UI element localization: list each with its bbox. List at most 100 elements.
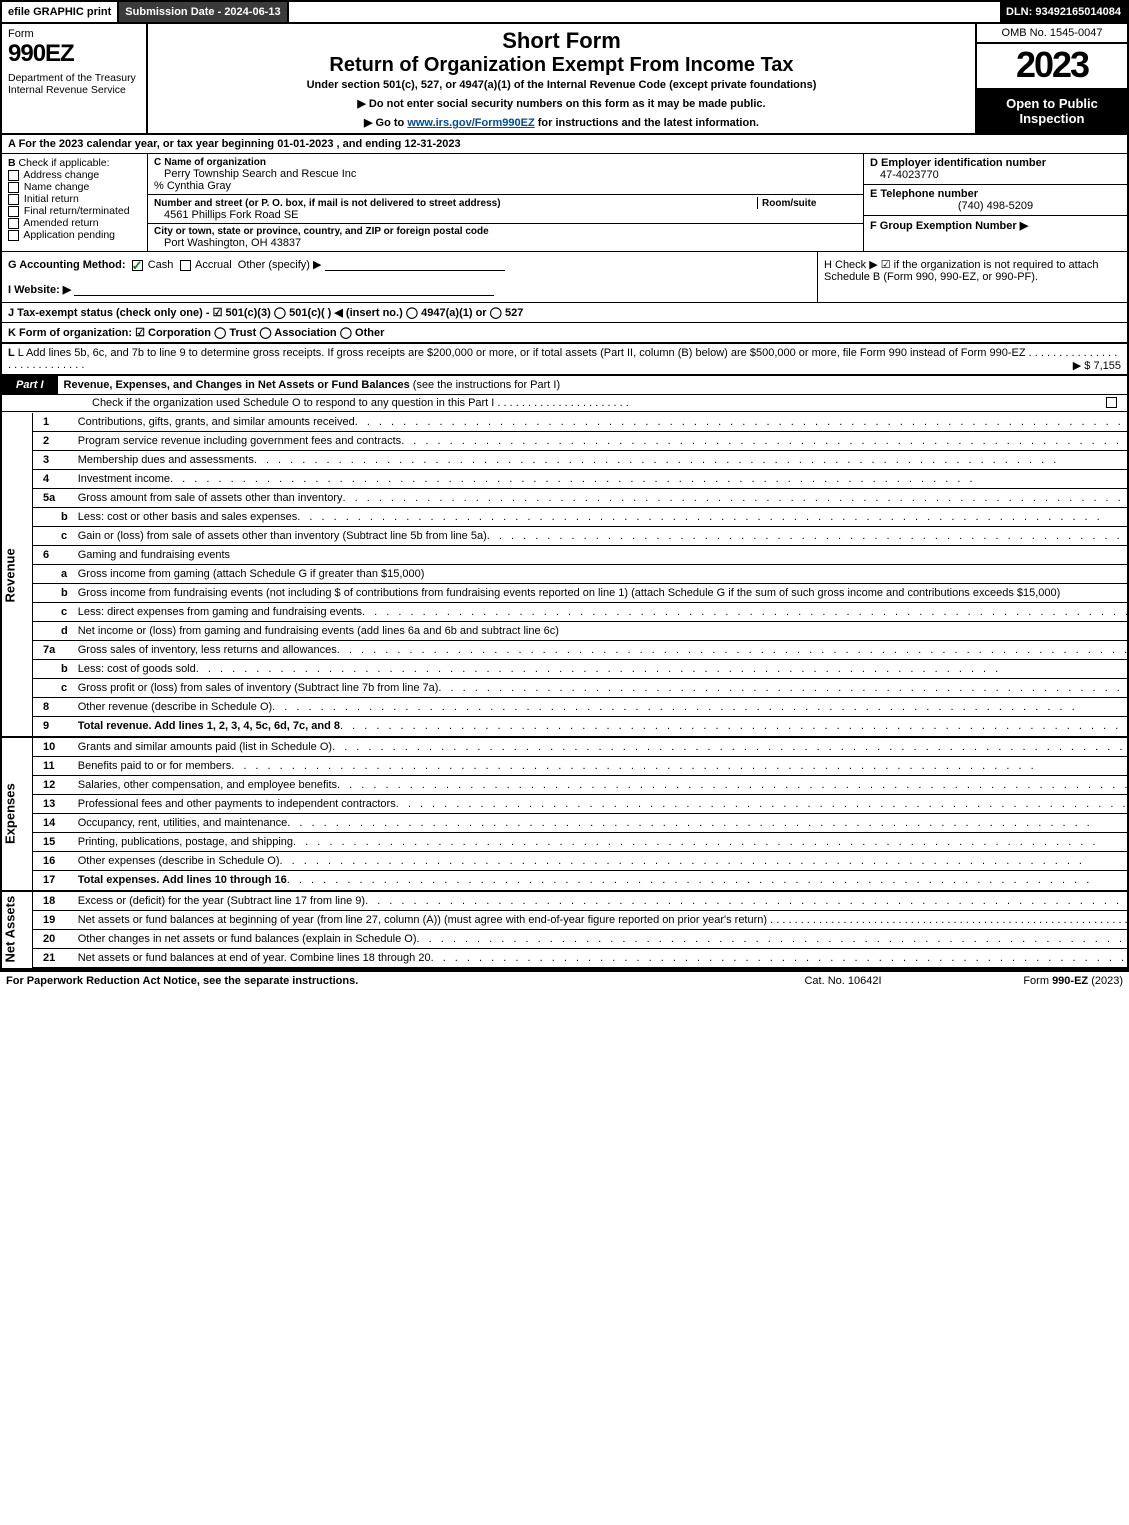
chk-app-pending[interactable]	[8, 230, 19, 241]
footer-left: For Paperwork Reduction Act Notice, see …	[6, 975, 743, 987]
part1-title: Revenue, Expenses, and Changes in Net As…	[58, 376, 1127, 394]
header-right: OMB No. 1545-0047 2023 Open to Public In…	[977, 24, 1127, 133]
bcd-block: B Check if applicable: Address change Na…	[2, 154, 1127, 252]
ein: 47-4023770	[870, 169, 1121, 181]
l6b-d: Gross income from fundraising events (no…	[73, 584, 1129, 603]
footer-right: Form 990-EZ (2023)	[943, 975, 1123, 987]
l7a-n: 7a	[33, 641, 73, 660]
footer: For Paperwork Reduction Act Notice, see …	[0, 970, 1129, 990]
top-bar: efile GRAPHIC print Submission Date - 20…	[0, 0, 1129, 24]
l8-d: Other revenue (describe in Schedule O) .…	[73, 698, 1129, 717]
l16-n: 16	[33, 852, 73, 871]
l6-n: 6	[33, 546, 73, 565]
row-h: H Check ▶ ☑ if the organization is not r…	[817, 252, 1127, 302]
l5c-d: Gain or (loss) from sale of assets other…	[73, 527, 1129, 546]
g-other: Other (specify) ▶	[238, 259, 322, 271]
chk-initial-return[interactable]	[8, 194, 19, 205]
footer-right-post: (2023)	[1088, 975, 1123, 987]
part1-title-light: (see the instructions for Part I)	[410, 379, 560, 391]
l9-d: Total revenue. Add lines 1, 2, 3, 4, 5c,…	[73, 717, 1129, 738]
chk-accrual[interactable]	[180, 260, 191, 271]
section-d: D Employer identification number 47-4023…	[863, 154, 1127, 251]
l6a-d: Gross income from gaming (attach Schedul…	[73, 565, 1129, 584]
g-cash: Cash	[148, 259, 174, 271]
l2-n: 2	[33, 432, 73, 451]
room-label: Room/suite	[762, 198, 816, 209]
section-b: B Check if applicable: Address change Na…	[2, 154, 148, 251]
topbar-spacer	[289, 2, 1000, 22]
l11-d: Benefits paid to or for members . . . . …	[73, 757, 1129, 776]
l5b-d: Less: cost or other basis and sales expe…	[73, 508, 1129, 527]
l4-d: Investment income . . . . . . . . . . . …	[73, 470, 1129, 489]
org-name: Perry Township Search and Rescue Inc	[154, 168, 857, 180]
part1-header: Part I Revenue, Expenses, and Changes in…	[2, 376, 1127, 395]
l6b-n: b	[33, 584, 73, 603]
l5b-n: b	[33, 508, 73, 527]
part1-check-box[interactable]	[1106, 397, 1117, 408]
chk-amended[interactable]	[8, 218, 19, 229]
city-label: City or town, state or province, country…	[154, 226, 857, 237]
l10-n: 10	[33, 737, 73, 757]
chk-final-return[interactable]	[8, 206, 19, 217]
part1-label: Part I	[2, 376, 58, 394]
l-text: L Add lines 5b, 6c, and 7b to line 9 to …	[18, 347, 1026, 359]
side-netassets: Net Assets	[2, 891, 33, 968]
addr-label: Number and street (or P. O. box, if mail…	[154, 198, 501, 209]
opt-name-change: Name change	[24, 181, 89, 193]
chk-name-change[interactable]	[8, 182, 19, 193]
opt-final-return: Final return/terminated	[24, 205, 130, 217]
section-c: C Name of organization Perry Township Se…	[148, 154, 863, 251]
l11-n: 11	[33, 757, 73, 776]
part1-title-bold: Revenue, Expenses, and Changes in Net As…	[64, 379, 410, 391]
form-number: 990EZ	[8, 40, 140, 68]
l17-n: 17	[33, 871, 73, 892]
l19-n: 19	[33, 911, 73, 930]
b-label: B	[8, 157, 16, 169]
subtitle: Under section 501(c), 527, or 4947(a)(1)…	[154, 79, 969, 91]
l15-n: 15	[33, 833, 73, 852]
l5a-n: 5a	[33, 489, 73, 508]
header-row: Form 990EZ Department of the Treasury In…	[2, 24, 1127, 135]
l-amount: ▶ $ 7,155	[1073, 359, 1121, 372]
efile-label: efile GRAPHIC print	[2, 2, 119, 22]
l6a-n: a	[33, 565, 73, 584]
l6c-n: c	[33, 603, 73, 622]
phone: (740) 498-5209	[870, 200, 1121, 212]
inst-1: ▶ Do not enter social security numbers o…	[154, 97, 969, 110]
footer-right-bold: 990-EZ	[1052, 975, 1088, 987]
l12-d: Salaries, other compensation, and employ…	[73, 776, 1129, 795]
opt-amended: Amended return	[23, 217, 98, 229]
l6d-d: Net income or (loss) from gaming and fun…	[73, 622, 1129, 641]
inst2-link[interactable]: www.irs.gov/Form990EZ	[407, 117, 534, 129]
l5a-d: Gross amount from sale of assets other t…	[73, 489, 1129, 508]
l17-d: Total expenses. Add lines 10 through 16 …	[73, 871, 1129, 892]
chk-cash[interactable]	[132, 260, 143, 271]
tax-year: 2023	[977, 44, 1127, 90]
g-accrual: Accrual	[195, 259, 232, 271]
title-short-form: Short Form	[154, 28, 969, 54]
dept-label: Department of the Treasury Internal Reve…	[8, 72, 140, 96]
part1-check-text: Check if the organization used Schedule …	[92, 397, 494, 409]
city: Port Washington, OH 43837	[154, 237, 857, 249]
footer-right-pre: Form	[1023, 975, 1052, 987]
l3-n: 3	[33, 451, 73, 470]
l4-n: 4	[33, 470, 73, 489]
form-word: Form	[8, 28, 140, 40]
lines-table: Revenue 1 Contributions, gifts, grants, …	[2, 412, 1129, 968]
website-blank	[74, 284, 494, 296]
chk-address-change[interactable]	[8, 170, 19, 181]
l5c-n: c	[33, 527, 73, 546]
inspection-notice: Open to Public Inspection	[977, 90, 1127, 133]
opt-address-change: Address change	[23, 169, 99, 181]
row-l: L L Add lines 5b, 6c, and 7b to line 9 t…	[2, 344, 1127, 376]
f-label: F Group Exemption Number ▶	[870, 219, 1121, 232]
inst-2: ▶ Go to www.irs.gov/Form990EZ for instru…	[154, 116, 969, 129]
row-j: J Tax-exempt status (check only one) - ☑…	[2, 303, 1127, 323]
l18-d: Excess or (deficit) for the year (Subtra…	[73, 891, 1129, 911]
part1-check-dots: . . . . . . . . . . . . . . . . . . . . …	[497, 397, 628, 409]
l18-n: 18	[33, 891, 73, 911]
submission-date: Submission Date - 2024-06-13	[119, 2, 288, 22]
i-label: I Website: ▶	[8, 284, 71, 296]
l10-d: Grants and similar amounts paid (list in…	[73, 737, 1129, 757]
street: 4561 Phillips Fork Road SE	[154, 209, 857, 221]
